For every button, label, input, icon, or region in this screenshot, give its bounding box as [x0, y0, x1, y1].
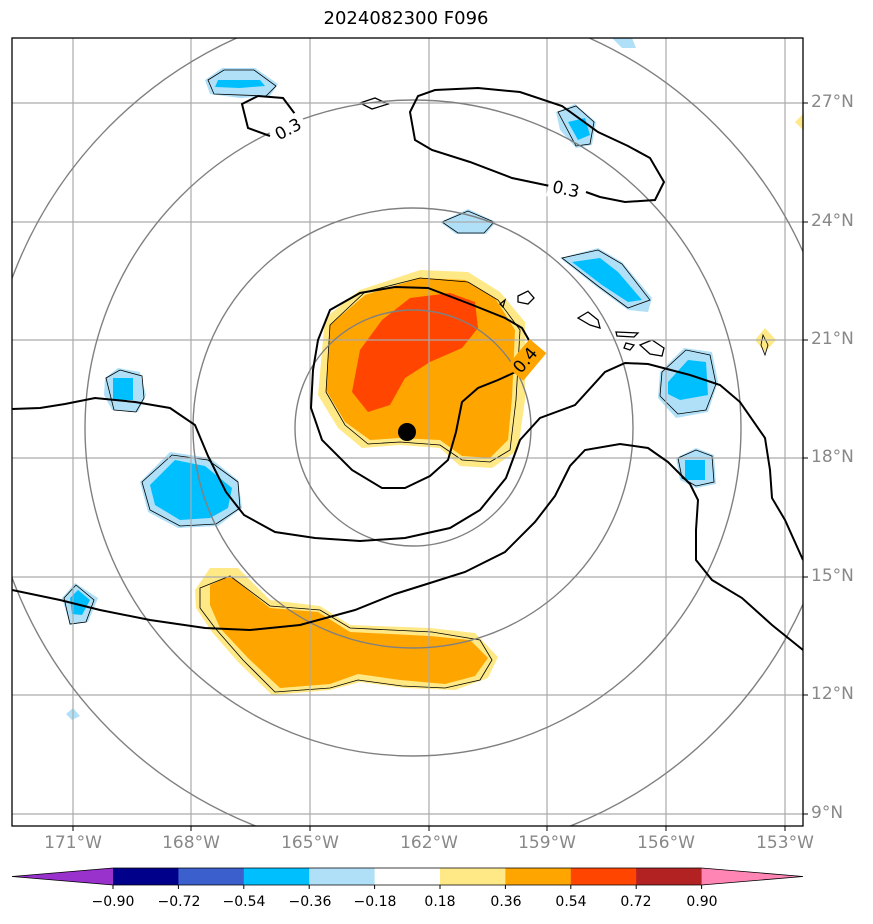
outline-central	[325, 277, 521, 463]
colorbar-segment	[505, 868, 572, 885]
colorbar-segment	[178, 868, 245, 885]
contour-0.3-northeast	[408, 86, 666, 204]
outline-southwest	[63, 584, 95, 625]
range-ring-3	[84, 99, 742, 757]
coastlines	[358, 97, 665, 357]
map-title: 2024082300 F096	[323, 8, 489, 29]
map-frame	[11, 37, 804, 827]
coastline-hawaii-island	[638, 339, 665, 357]
colorbar-segment	[243, 868, 310, 885]
colorbar-extend-max	[701, 868, 803, 885]
colorbar-tick-label: 0.54	[555, 894, 587, 910]
negative-anomaly-east-1-inner	[668, 360, 708, 400]
colorbar	[11, 867, 804, 889]
contour-southwest-to-east	[12, 442, 803, 651]
negative-anomaly-north-top	[612, 38, 636, 48]
colorbar-tick-label: −0.90	[91, 894, 135, 910]
outline-north-3	[557, 105, 595, 147]
lon-label-171w: 171°W	[44, 833, 102, 853]
coastline-maui	[623, 342, 636, 351]
contour-label-bg-1	[266, 110, 310, 148]
colorbar-tick-label: −0.36	[288, 894, 332, 910]
colorbar-tick-label: −0.54	[222, 894, 266, 910]
colorbar-tick-label: 0.72	[620, 894, 652, 910]
lon-label-162w: 162°W	[400, 833, 458, 853]
colorbar-tick-label: 0.36	[490, 894, 522, 910]
shaded-anomaly-fields	[62, 38, 804, 720]
outline-south	[199, 575, 493, 693]
contour-west-to-east	[12, 361, 803, 561]
contour-label-bg-3	[506, 339, 547, 381]
graticule	[12, 38, 803, 826]
negative-anomaly-north-1-inner	[215, 80, 265, 88]
negative-anomaly-east-2-inner	[685, 460, 705, 480]
colorbar-segment	[113, 868, 179, 885]
lat-ticks	[803, 102, 808, 815]
storm-center-marker	[398, 423, 416, 441]
lon-label-156w: 156°W	[637, 833, 695, 853]
contour-label-bg-2	[546, 174, 586, 204]
coastline-kauai	[517, 290, 535, 305]
outline-east-band	[561, 249, 651, 309]
lat-label-15n: 15°N	[811, 566, 854, 586]
outline-north-1	[207, 69, 277, 97]
positive-anomaly-south-inner	[210, 576, 488, 688]
contour-label-2: 0.3	[550, 177, 581, 202]
lon-label-159w: 159°W	[518, 833, 576, 853]
colorbar-segment	[309, 868, 376, 885]
coastline-oahu	[576, 311, 601, 329]
outline-east-2	[677, 449, 715, 487]
contour-lines	[12, 86, 803, 651]
positive-anomaly-edge	[795, 113, 804, 131]
negative-anomaly-east-band-inner	[572, 258, 642, 302]
lon-ticks	[72, 826, 786, 831]
colorbar-tick-label: 0.18	[424, 894, 456, 910]
coastline-nwhi	[358, 97, 390, 110]
shaded-field-outlines	[63, 69, 769, 693]
colorbar-tick-label: −0.72	[157, 894, 201, 910]
outline-west	[141, 454, 241, 527]
lat-label-12n: 12°N	[811, 684, 854, 704]
positive-anomaly-central-inner	[352, 293, 478, 412]
contour-0.4-inner	[309, 285, 531, 489]
colorbar-segment	[374, 868, 441, 885]
lat-label-24n: 24°N	[811, 211, 854, 231]
colorbar-segment	[570, 868, 637, 885]
colorbar-extend-min	[12, 868, 113, 885]
coastline-niihau	[499, 298, 507, 309]
negative-anomaly-far-west-inner	[113, 378, 133, 400]
outline-north-2	[441, 210, 495, 234]
outline-east-1	[659, 349, 717, 415]
negative-anomaly-southwest-inner	[70, 590, 90, 615]
lat-label-9n: 9°N	[811, 803, 844, 823]
lon-label-153w: 153°W	[756, 833, 814, 853]
outline-east-small	[760, 333, 769, 357]
colorbar-segment	[440, 868, 506, 885]
negative-anomaly-north-3-inner	[568, 118, 590, 140]
lon-label-168w: 168°W	[162, 833, 220, 853]
colorbar-tick-label: 0.90	[686, 894, 718, 910]
range-ring-2	[192, 207, 634, 649]
colorbar-tick-label: −0.18	[353, 894, 397, 910]
coastline-molokai	[615, 331, 640, 338]
lat-label-27n: 27°N	[811, 92, 854, 112]
lon-label-165w: 165°W	[281, 833, 339, 853]
lat-label-21n: 21°N	[811, 329, 854, 349]
colorbar-segment	[636, 868, 703, 885]
lat-label-18n: 18°N	[811, 447, 854, 467]
outline-far-west	[105, 369, 145, 413]
